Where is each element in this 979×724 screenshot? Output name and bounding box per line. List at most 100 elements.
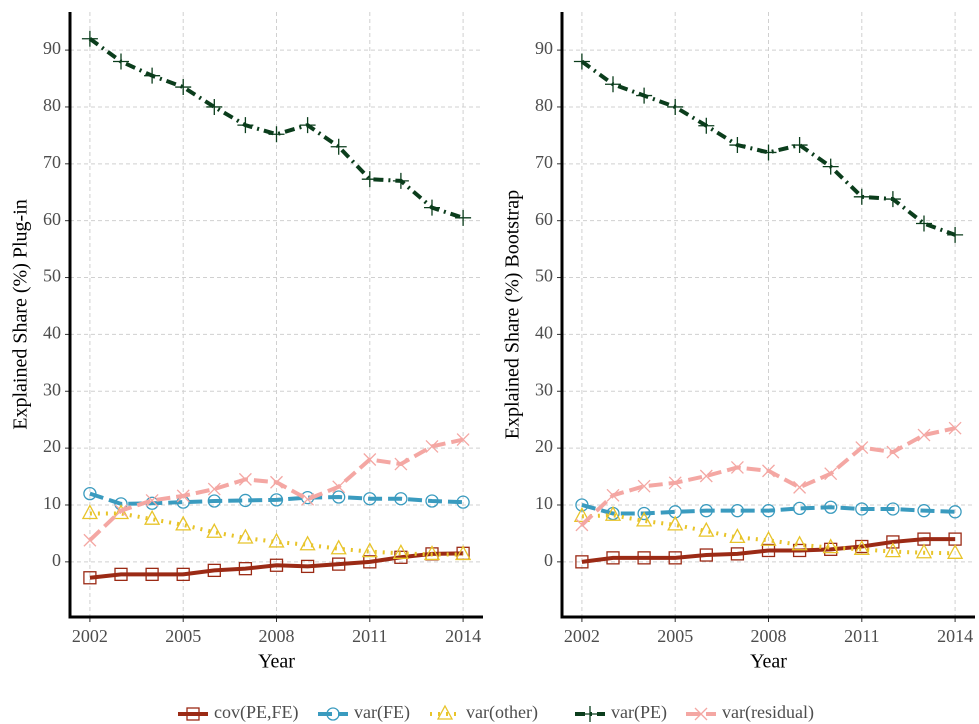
- marker: [761, 543, 776, 558]
- legend-label: var(FE): [354, 702, 410, 723]
- marker: [301, 492, 315, 506]
- marker: [207, 563, 221, 578]
- marker: [332, 557, 346, 571]
- marker: [270, 475, 283, 489]
- y-tick-label: 60: [43, 209, 61, 229]
- marker: [947, 543, 964, 559]
- marker: [456, 495, 470, 509]
- marker: [699, 548, 713, 562]
- marker: [300, 559, 315, 574]
- y-tick-label: 70: [535, 152, 553, 172]
- marker: [575, 555, 589, 569]
- y-tick-label: 30: [43, 379, 61, 399]
- marker: [761, 504, 776, 518]
- x-tick-label: 2002: [72, 626, 108, 646]
- marker: [269, 558, 284, 572]
- y-tick-label: 50: [43, 266, 61, 286]
- marker: [175, 79, 192, 96]
- marker: [455, 545, 472, 561]
- marker: [238, 472, 252, 486]
- marker: [113, 53, 130, 70]
- marker: [636, 87, 653, 104]
- marker: [455, 209, 472, 226]
- y-tick-label: 10: [535, 493, 553, 513]
- marker: [792, 543, 807, 558]
- marker: [793, 480, 807, 494]
- marker: [573, 506, 590, 523]
- marker: [81, 504, 98, 520]
- series-line: [581, 537, 956, 564]
- x-tick-label: 2014: [445, 626, 481, 646]
- marker: [667, 515, 684, 531]
- marker: [915, 543, 933, 559]
- marker: [605, 76, 622, 93]
- y-tick-label: 60: [535, 209, 553, 229]
- marker: [636, 511, 653, 527]
- marker: [668, 476, 682, 490]
- marker: [791, 137, 808, 154]
- marker: [361, 542, 378, 558]
- marker: [207, 482, 221, 496]
- x-tick-label: 2005: [657, 626, 693, 646]
- marker: [762, 464, 775, 478]
- marker: [637, 506, 651, 521]
- marker: [915, 215, 932, 232]
- marker: [886, 502, 900, 516]
- marker: [330, 539, 347, 555]
- marker: [730, 547, 745, 561]
- y-tick-label: 40: [535, 323, 553, 343]
- y-tick-label: 80: [43, 95, 61, 115]
- marker: [436, 704, 454, 720]
- marker: [855, 502, 869, 516]
- marker: [575, 518, 589, 532]
- marker: [853, 188, 870, 205]
- marker: [237, 117, 254, 134]
- marker: [175, 515, 192, 531]
- marker: [114, 567, 128, 582]
- legend-label: var(residual): [722, 702, 814, 723]
- legend-label: cov(PE,FE): [214, 702, 299, 723]
- marker: [824, 467, 838, 481]
- marker: [760, 530, 777, 546]
- y-tick-label: 0: [52, 550, 61, 570]
- marker: [884, 191, 901, 208]
- marker: [237, 528, 254, 544]
- marker: [824, 500, 838, 514]
- marker: [299, 117, 316, 134]
- marker: [423, 199, 440, 216]
- marker: [606, 551, 620, 565]
- marker: [760, 144, 777, 161]
- marker: [917, 504, 931, 518]
- marker: [948, 505, 962, 519]
- marker: [83, 486, 97, 501]
- marker: [268, 126, 285, 143]
- marker: [269, 493, 284, 507]
- marker: [730, 504, 745, 518]
- y-tick-label: 70: [43, 152, 61, 172]
- marker: [186, 707, 200, 721]
- x-tick-label: 2005: [165, 626, 201, 646]
- x-tick-label: 2011: [844, 626, 879, 646]
- marker: [456, 433, 470, 447]
- y-tick-label: 90: [43, 38, 61, 58]
- marker: [83, 533, 97, 547]
- y-tick-label: 50: [535, 266, 553, 286]
- x-tick-label: 2008: [259, 626, 295, 646]
- marker: [822, 538, 839, 554]
- marker: [729, 528, 746, 544]
- x-tick-label: 2011: [352, 626, 387, 646]
- marker: [238, 562, 253, 576]
- marker: [637, 479, 651, 493]
- y-tick-label: 30: [535, 379, 553, 399]
- marker: [81, 30, 98, 47]
- marker: [332, 490, 346, 504]
- marker: [947, 226, 964, 243]
- marker: [886, 445, 900, 459]
- marker: [145, 567, 159, 582]
- marker: [363, 555, 377, 569]
- marker: [330, 138, 347, 155]
- marker: [917, 428, 931, 442]
- y-tick-label: 20: [43, 436, 61, 456]
- marker: [392, 543, 409, 559]
